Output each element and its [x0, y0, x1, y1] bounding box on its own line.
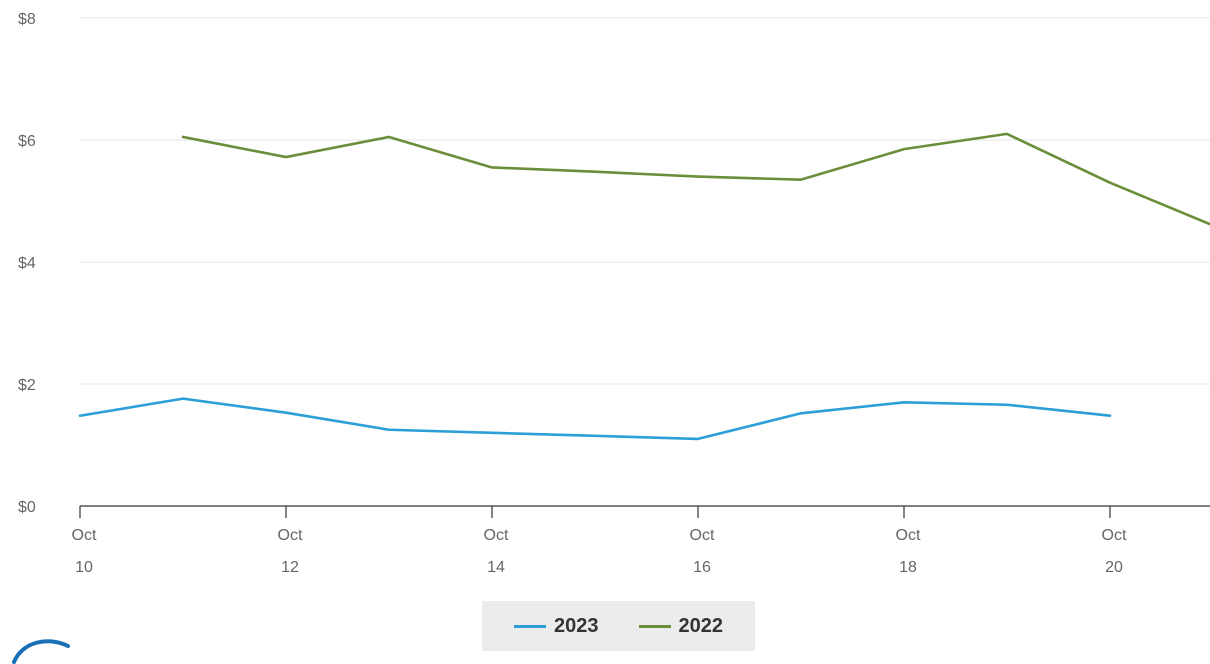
y-tick-label: $2	[18, 377, 36, 394]
legend-swatch-2022	[638, 624, 671, 628]
x-tick-label-day: 16	[693, 559, 711, 576]
x-tick-label-day: 10	[75, 559, 93, 576]
y-axis-ticks: $0 $2 $4 $6 $8	[18, 11, 36, 516]
legend-label-2023: 2023	[554, 614, 599, 637]
y-tick-label: $0	[18, 499, 36, 516]
series-line-2022	[181, 132, 1210, 226]
y-tick-label: $8	[18, 11, 36, 28]
x-tick-label-month: Oct	[278, 527, 303, 544]
legend-item-2022[interactable]: 2022	[638, 614, 724, 638]
logo-icon	[12, 639, 70, 664]
legend-swatch-2023	[514, 624, 546, 628]
series-lines	[78, 132, 1210, 441]
line-chart: $0 $2 $4 $6 $8 Oct 10 Oct 12 Oct 14 Oct 16 Oct 18 Oct 2…	[18, 11, 1210, 576]
x-tick-label-month: Oct	[484, 527, 509, 544]
x-tick-label-month: Oct	[72, 527, 97, 544]
gridlines	[80, 17, 1210, 385]
x-tick-label-month: Oct	[896, 527, 921, 544]
x-axis: Oct 10 Oct 12 Oct 14 Oct 16 Oct 18 Oct 20	[72, 505, 1210, 576]
y-tick-label: $4	[18, 255, 36, 272]
y-tick-label: $6	[18, 133, 36, 150]
x-tick-label-day: 14	[487, 559, 505, 576]
x-tick-label-day: 20	[1105, 559, 1123, 576]
x-tick-label-day: 12	[281, 559, 299, 576]
legend: 2023 2022	[482, 601, 755, 651]
legend-item-2023[interactable]: 2023	[514, 615, 599, 638]
x-tick-label-month: Oct	[690, 527, 715, 544]
x-tick-label-month: Oct	[1102, 527, 1127, 544]
x-tick-label-day: 18	[899, 559, 917, 576]
series-line-2023	[78, 397, 1112, 441]
legend-label-2022: 2022	[678, 614, 724, 637]
